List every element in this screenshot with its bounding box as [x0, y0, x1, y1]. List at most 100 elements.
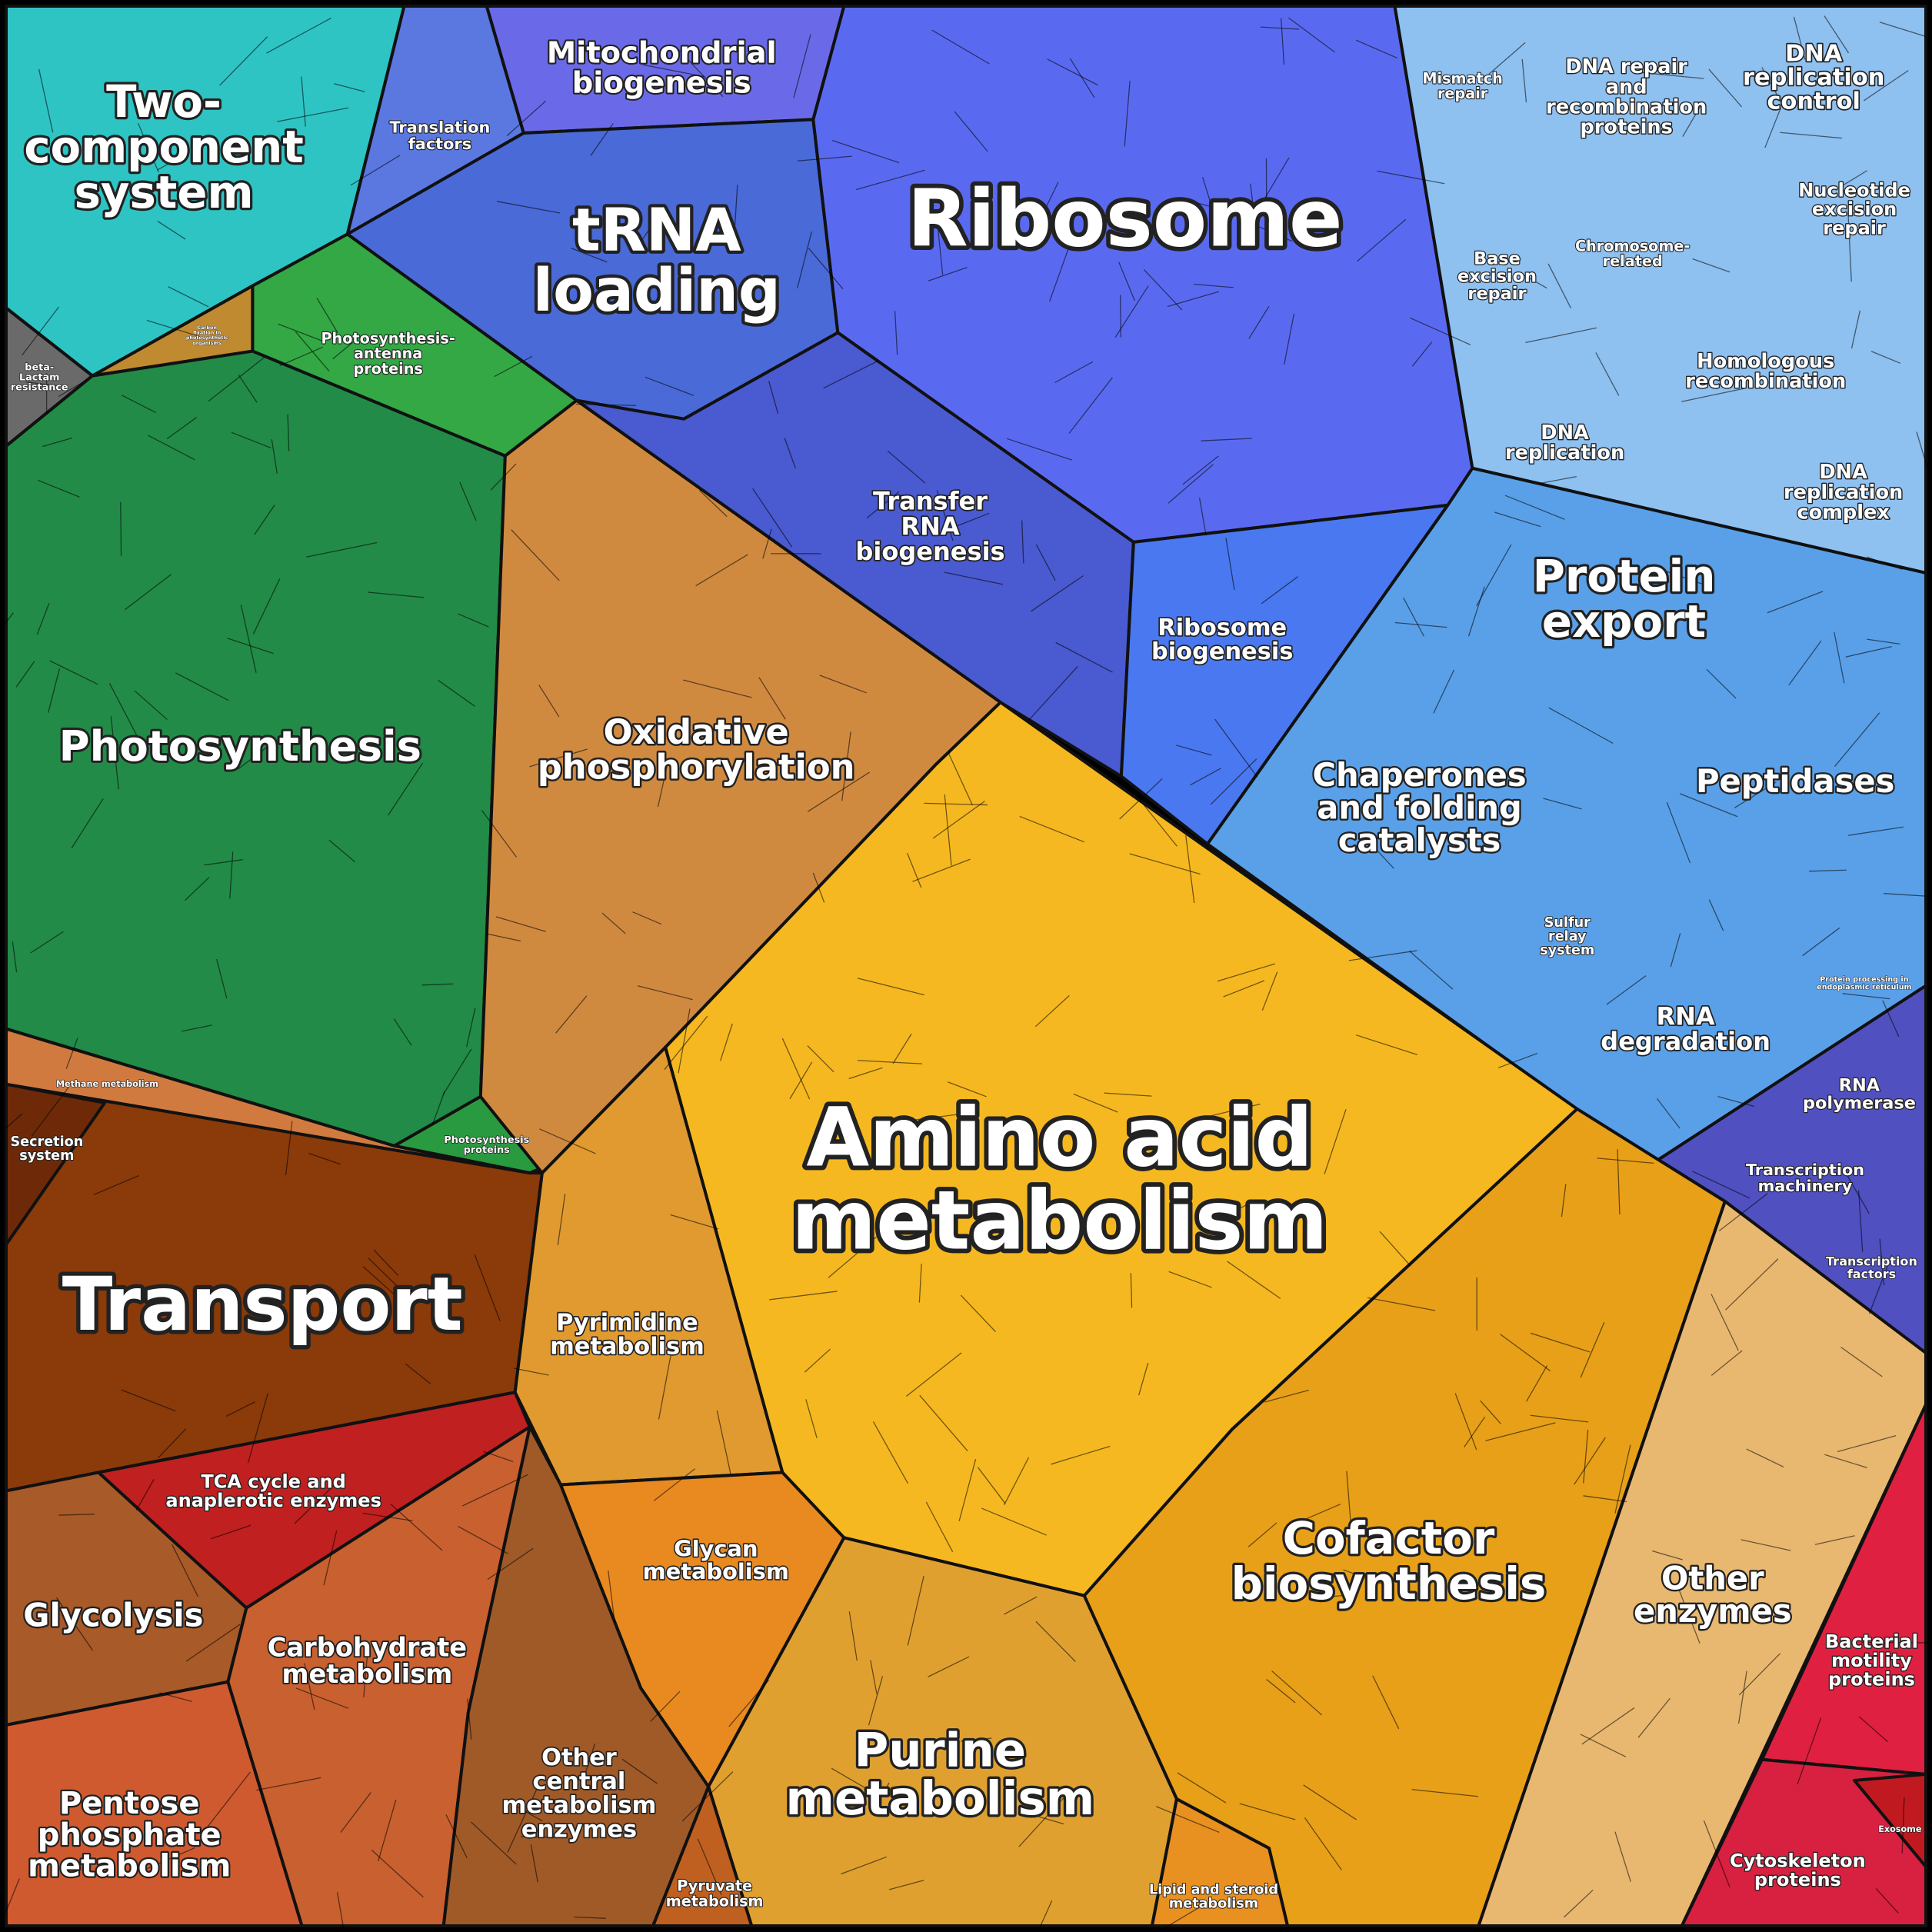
label-line: fixation in — [193, 330, 222, 336]
cell-edge — [1682, 102, 1704, 137]
cell-edge — [574, 1916, 606, 1919]
cell-edge — [590, 123, 614, 156]
cell-edge — [0, 1113, 23, 1134]
label-line: Purine — [854, 1723, 1026, 1777]
label-line: biogenesis — [572, 65, 751, 100]
cell-edge — [716, 1410, 731, 1474]
cell-edge — [1343, 1569, 1385, 1586]
cell-edge — [769, 1291, 838, 1301]
cell-edge — [1734, 781, 1777, 808]
cell-edge — [467, 1698, 472, 1740]
label-line: replication — [1743, 64, 1884, 91]
label-line: Other — [1661, 1559, 1764, 1597]
cell-edge — [1703, 1820, 1730, 1888]
label-line: replication — [1784, 481, 1903, 504]
region-label: Transfer RNA biogenesis — [855, 487, 1004, 566]
cell-edge — [405, 1363, 431, 1384]
region-label: Nucleotide excision repair — [1798, 179, 1910, 238]
cell-edge — [1652, 1550, 1683, 1561]
cell-edge — [1379, 1231, 1411, 1267]
cell-edge — [601, 912, 626, 934]
cell-edge — [1371, 844, 1394, 869]
cell-edge — [804, 1348, 831, 1373]
cell-edge — [1583, 1495, 1627, 1503]
cell-edge — [363, 1644, 369, 1697]
cell-edge — [812, 872, 825, 903]
label-line: proteins — [1828, 1669, 1915, 1690]
cell-edge — [954, 111, 988, 152]
cell-edge — [907, 1576, 924, 1646]
cell-edge — [1019, 815, 1085, 843]
label-line: system — [1540, 943, 1594, 958]
label-line: Amino acid — [806, 1090, 1313, 1184]
label-line: DNA — [1819, 461, 1867, 484]
cell-edge — [1901, 1797, 1905, 1854]
label-line: repair — [1467, 284, 1526, 304]
cell-edge — [1411, 1788, 1479, 1797]
cell-edge — [1614, 1831, 1631, 1882]
cell-edge — [496, 201, 561, 214]
region-label: Pentose phosphate metabolism — [28, 1786, 231, 1884]
cell-edge — [1236, 216, 1293, 242]
cell-edge — [932, 801, 985, 839]
cell-edge — [1037, 1900, 1053, 1932]
cell-edge — [960, 1294, 996, 1333]
cell-edge — [650, 1690, 681, 1722]
label-line: complex — [1797, 501, 1890, 524]
region-label: Sulfur relay system — [1540, 915, 1594, 958]
cell-edge — [316, 298, 338, 334]
cell-edge — [1848, 826, 1904, 836]
label-line: related — [1603, 252, 1663, 270]
cell-edge — [1767, 591, 1824, 614]
cell-edge — [793, 34, 811, 98]
region-label: Translation factors — [390, 118, 491, 153]
cell-edge — [539, 1128, 596, 1154]
cell-edge — [1788, 640, 1822, 686]
cell-edge — [1547, 263, 1571, 308]
cell-edge — [1260, 26, 1300, 30]
cell-edge — [304, 1663, 315, 1710]
cell-edge — [1264, 1389, 1309, 1403]
cell-edge — [1793, 16, 1806, 60]
cell-edge — [121, 1389, 176, 1412]
cell-edge — [728, 1680, 770, 1727]
cell-edge — [1797, 1717, 1822, 1785]
label-line: Sulfur — [1544, 915, 1591, 931]
cell-edge — [1411, 341, 1433, 367]
cell-edge — [664, 1015, 708, 1071]
cell-edge — [1304, 1817, 1342, 1870]
cell-edge — [1708, 68, 1743, 108]
cell-edge — [678, 1008, 691, 1074]
cell-edge — [642, 64, 705, 78]
cell-edge — [1879, 22, 1932, 39]
region-label: Carbon fixation in photosynthetic organisms — [186, 325, 228, 346]
cell-edge — [645, 376, 695, 396]
cell-edge — [159, 1692, 192, 1702]
cell-edge — [1647, 564, 1713, 588]
cell-edge — [323, 1530, 338, 1586]
label-line: anaplerotic enzymes — [165, 1490, 381, 1511]
label-line: Carbohydrate — [268, 1632, 467, 1662]
cell-edge — [1717, 1096, 1755, 1108]
cell-edge — [866, 491, 900, 519]
cell-edge — [1048, 247, 1070, 302]
region-label: Ribosome biogenesis — [1151, 615, 1293, 665]
cell-edge — [944, 794, 952, 866]
region-label: Transport — [62, 1261, 463, 1347]
label-line: metabolism — [550, 1333, 705, 1360]
cell-edge — [507, 1786, 538, 1853]
label-line: Mismatch — [1422, 69, 1502, 87]
cell-edge — [1802, 927, 1840, 957]
cell-edge — [216, 958, 228, 999]
cell-edge — [808, 248, 844, 290]
label-line: Photosynthesis — [59, 721, 421, 771]
cell-edge — [841, 1856, 888, 1875]
region-cell — [1680, 1757, 1927, 1927]
label-line: antenna — [354, 345, 422, 362]
label-line: system — [75, 165, 254, 218]
cell-edge — [1850, 310, 1861, 349]
cell-edge — [1494, 511, 1541, 528]
cell-edge — [1692, 258, 1730, 273]
cell-edge — [1879, 1238, 1885, 1286]
cell-edge — [781, 1038, 811, 1100]
